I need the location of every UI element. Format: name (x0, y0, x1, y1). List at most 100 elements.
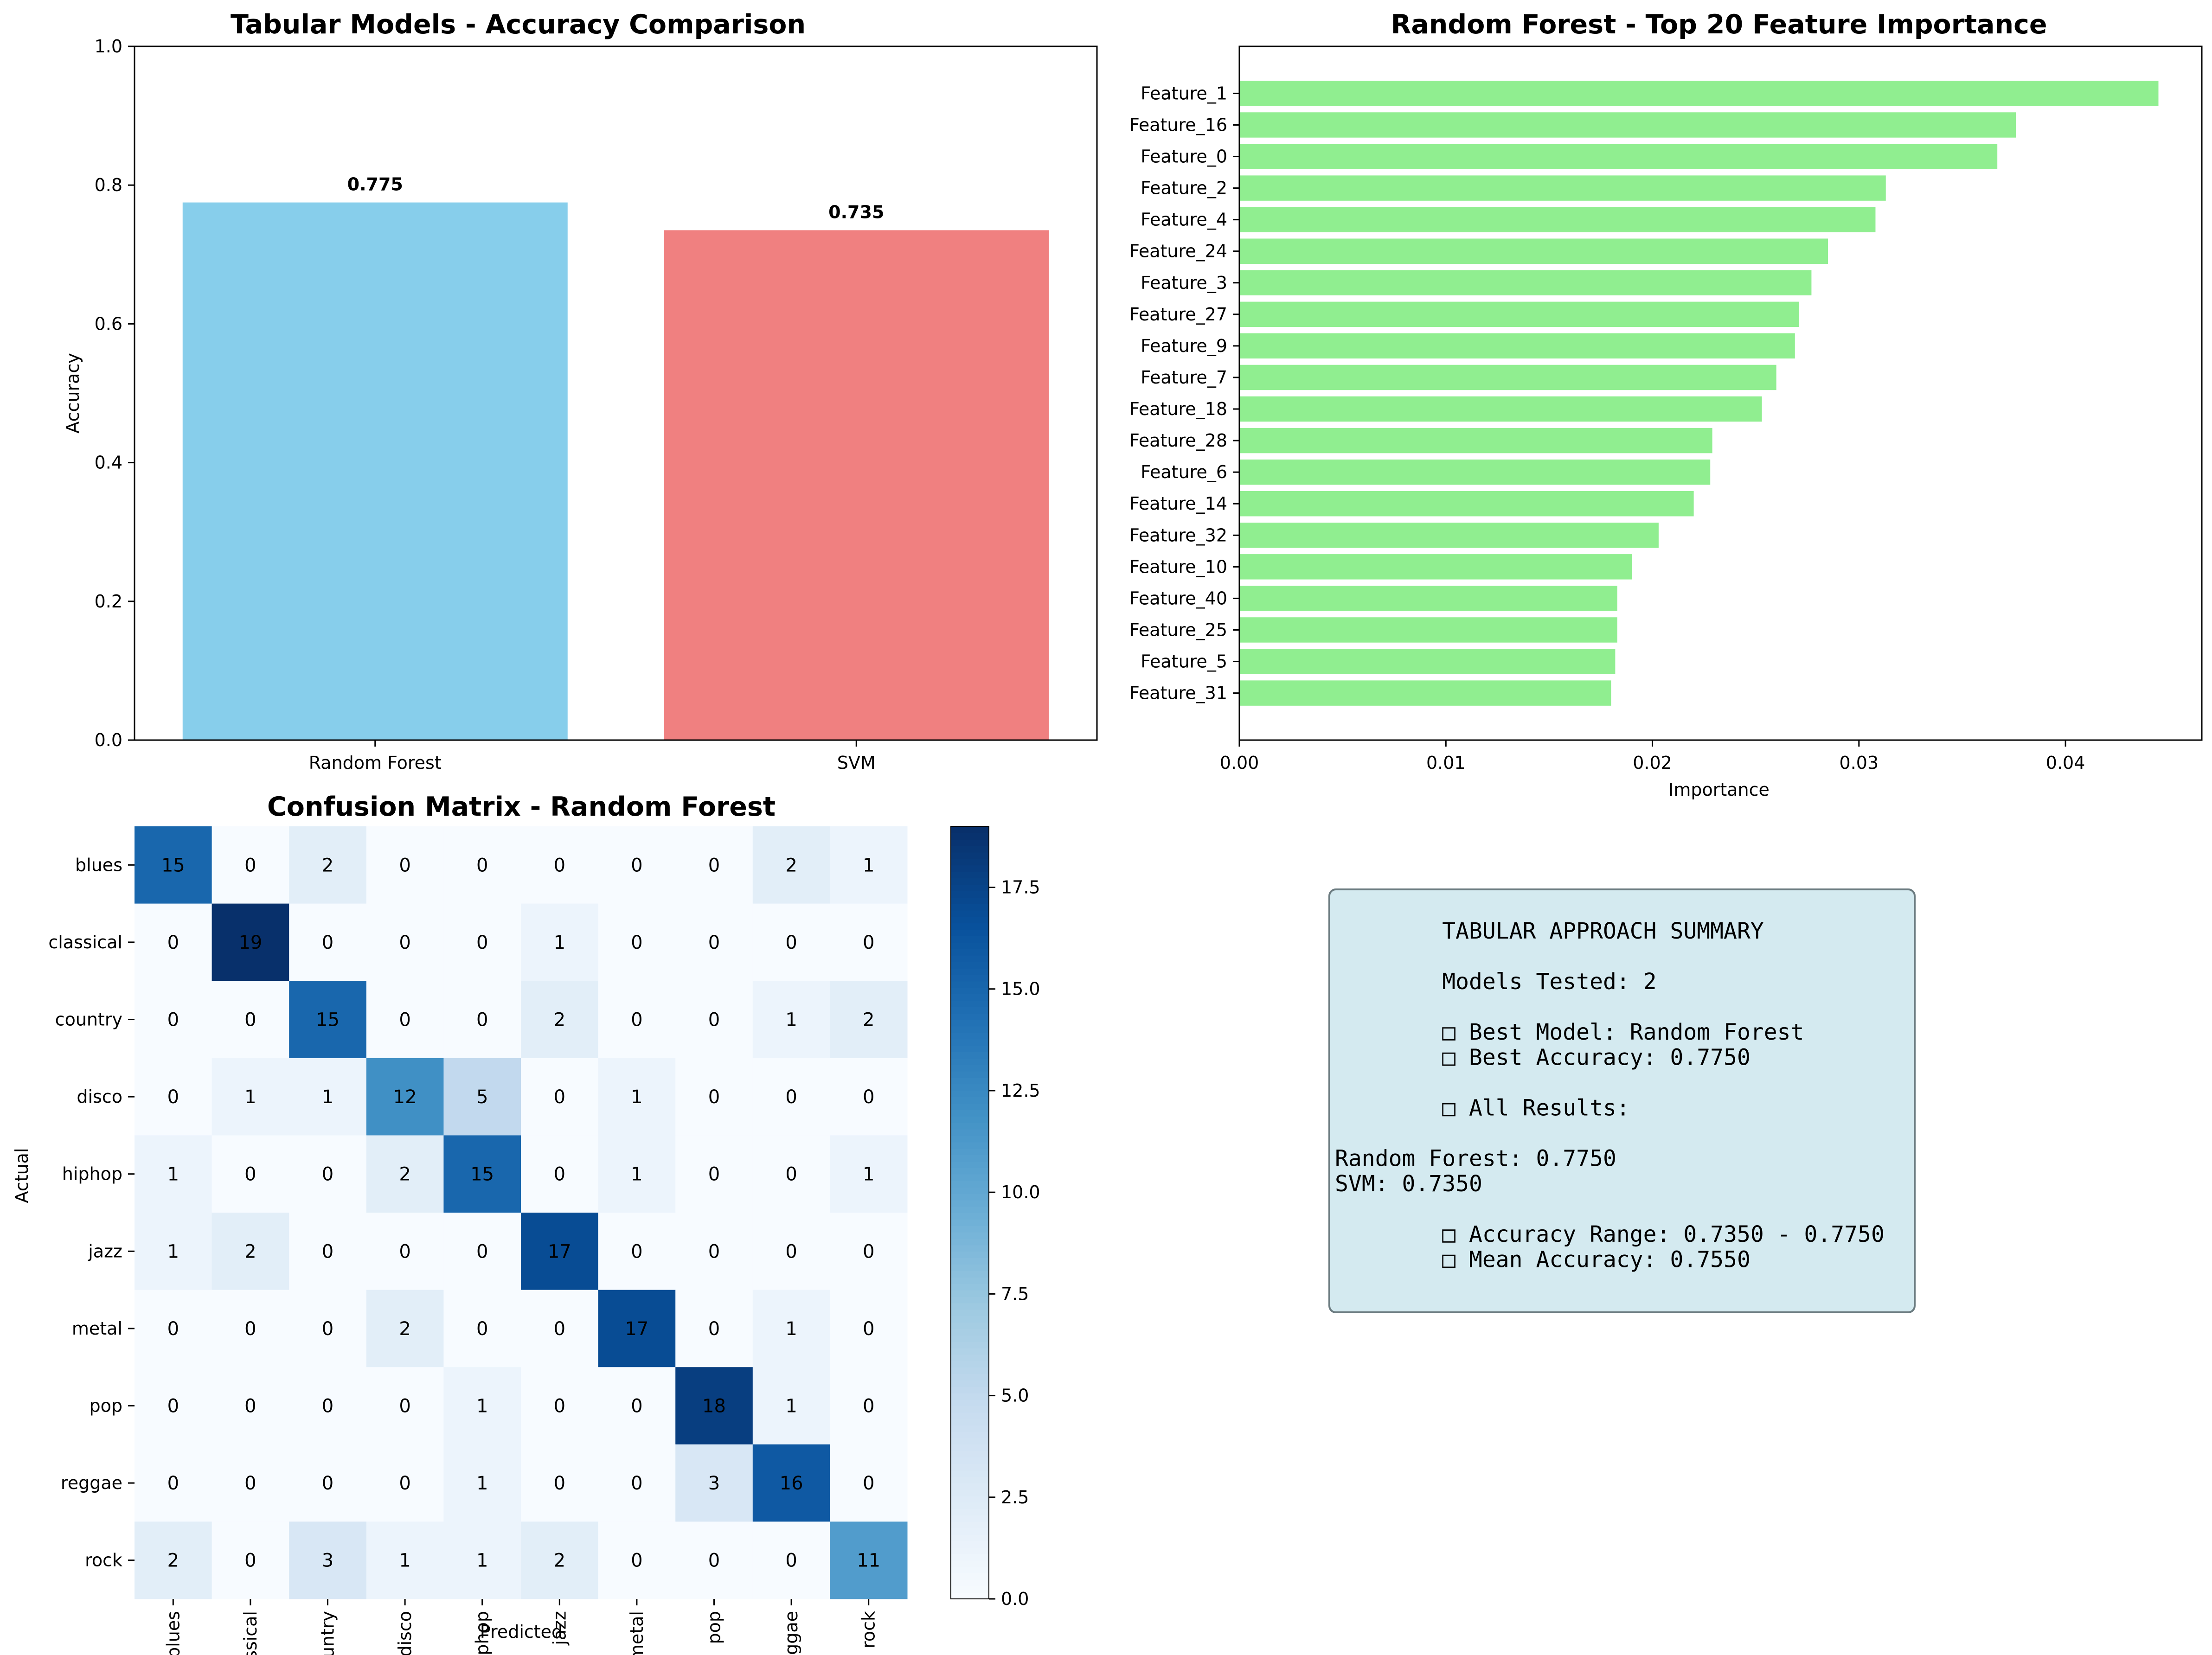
heatmap-cell-value: 0 (631, 1473, 642, 1494)
colorbar-segment (951, 1013, 989, 1020)
actual-class-label: reggae (61, 1473, 122, 1493)
colorbar-segment (951, 1129, 989, 1136)
colorbar-segment (951, 1071, 989, 1078)
colorbar-segment (951, 1508, 989, 1516)
confusion-matrix-chart: Confusion Matrix - Random Forest 15 0 2 0 0 0… (12, 792, 1040, 1655)
heatmap-cell (366, 826, 444, 904)
y-tick-label: 0.4 (95, 453, 122, 473)
heatmap-cell-value: 0 (244, 1473, 256, 1494)
colorbar-segment (951, 1303, 989, 1310)
heatmap-cell-value: 0 (167, 1086, 179, 1108)
feature-importance-title: Random Forest - Top 20 Feature Importanc… (1391, 9, 2047, 40)
heatmap-cell (135, 981, 212, 1059)
colorbar-segment (951, 1534, 989, 1542)
feature-name-label: Feature_18 (1129, 399, 1227, 419)
heatmap-cell (212, 1213, 289, 1291)
summary-line: Models Tested: 2 (1335, 969, 1657, 995)
colorbar-segment (951, 1155, 989, 1162)
heatmap-cell-value: 0 (399, 1396, 410, 1417)
heatmap-cell-value: 0 (244, 1010, 256, 1031)
heatmap-cell-value: 15 (161, 855, 185, 876)
colorbar-segment (951, 897, 989, 904)
colorbar-segment (951, 1586, 989, 1593)
importance-bar (1239, 491, 1694, 517)
y-tick-label: 0.8 (95, 175, 122, 195)
heatmap-cell (135, 903, 212, 981)
heatmap-cell-value: 1 (476, 1396, 488, 1417)
heatmap-cell-value: 0 (322, 1473, 333, 1494)
accuracy-chart-title: Tabular Models - Accuracy Comparison (231, 9, 806, 40)
colorbar-segment (951, 1187, 989, 1194)
heatmap-cell (366, 1058, 444, 1136)
heatmap-cell-value: 0 (708, 1241, 720, 1262)
heatmap-cell (752, 1058, 830, 1136)
colorbar-segment (951, 1380, 989, 1387)
heatmap-cell (675, 1058, 753, 1136)
colorbar-tick-label: 10.0 (1001, 1182, 1040, 1202)
heatmap-cell (366, 903, 444, 981)
x-tick-label: 0.03 (1840, 753, 1879, 773)
heatmap-cell-value: 0 (554, 1396, 565, 1417)
colorbar-segment (951, 1090, 989, 1098)
x-tick-label: 0.01 (1426, 753, 1466, 773)
colorbar-segment (951, 1483, 989, 1490)
heatmap-cell (212, 1058, 289, 1136)
summary-line: TABULAR APPROACH SUMMARY (1335, 918, 1764, 944)
heatmap-cell-value: 0 (708, 1010, 720, 1031)
importance-bar (1239, 175, 1886, 201)
heatmap-cell-value: 1 (785, 1318, 797, 1340)
predicted-class-label: disco (395, 1611, 415, 1655)
heatmap-cell-value: 0 (476, 855, 488, 876)
heatmap-cell-value: 15 (316, 1010, 340, 1031)
heatmap-cell (366, 1521, 444, 1599)
colorbar-segment (951, 1444, 989, 1451)
heatmap-cell (212, 826, 289, 904)
heatmap-cell-value: 1 (631, 1164, 642, 1185)
heatmap-cell (289, 1058, 367, 1136)
colorbar-segment (951, 1258, 989, 1265)
x-tick-label: 0.02 (1633, 753, 1672, 773)
actual-class-label: metal (72, 1318, 122, 1339)
predicted-class-label: metal (627, 1611, 647, 1655)
feature-name-label: Feature_24 (1129, 241, 1227, 262)
heatmap-cell-value: 2 (554, 1010, 565, 1031)
heatmap-cell-value: 0 (167, 1010, 179, 1031)
colorbar-segment (951, 1219, 989, 1226)
colorbar-segment (951, 1039, 989, 1046)
heatmap-cell (212, 1135, 289, 1213)
colorbar-segment (951, 1122, 989, 1130)
colorbar-segment (951, 1290, 989, 1297)
heatmap-cell-value: 0 (708, 1550, 720, 1572)
colorbar-segment (951, 1045, 989, 1052)
heatmap-cell-value: 0 (399, 1473, 410, 1494)
summary-line: □ Best Accuracy: 0.7750 (1335, 1045, 1750, 1071)
colorbar-segment (951, 1335, 989, 1342)
colorbar-segment (951, 1142, 989, 1149)
heatmap-cell-value: 0 (399, 1241, 410, 1262)
heatmap-cell (752, 1213, 830, 1291)
colorbar-segment (951, 1367, 989, 1374)
predicted-class-label: classical (240, 1611, 261, 1655)
importance-bar (1239, 617, 1617, 643)
heatmap-cell-value: 2 (244, 1241, 256, 1262)
heatmap-cell (212, 981, 289, 1059)
heatmap-cell (598, 1213, 676, 1291)
heatmap-cell-value: 1 (476, 1550, 488, 1572)
importance-bar (1239, 459, 1711, 485)
colorbar-tick-label: 0.0 (1001, 1589, 1029, 1609)
heatmap-cell-value: 0 (785, 1164, 797, 1185)
importance-bar (1239, 333, 1795, 359)
heatmap-cell (830, 981, 908, 1059)
feature-name-label: Feature_10 (1129, 556, 1227, 577)
colorbar-segment (951, 1451, 989, 1458)
heatmap-cell (443, 1367, 521, 1445)
accuracy-y-axis-label: Accuracy (63, 353, 83, 434)
colorbar-segment (951, 1399, 989, 1406)
feature-importance-chart: Random Forest - Top 20 Feature Importanc… (1129, 9, 2203, 800)
importance-bar (1239, 554, 1632, 580)
heatmap-cell (366, 1444, 444, 1522)
heatmap-cell (830, 1367, 908, 1445)
colorbar-segment (951, 1097, 989, 1104)
heatmap-cell-value: 1 (554, 932, 565, 953)
